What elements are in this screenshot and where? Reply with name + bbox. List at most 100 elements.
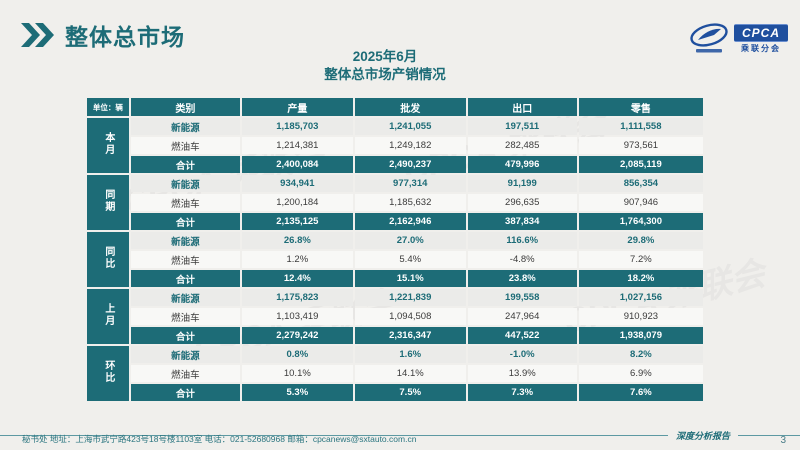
value-cell: 1,175,823 [241,289,353,306]
category-cell: 合计 [130,156,240,173]
table-row: 燃油车 1,103,419 1,094,508 247,964 910,923 [87,308,703,325]
value-cell: 973,561 [578,137,703,154]
value-cell: 7.6% [578,384,703,401]
value-cell: 5.3% [241,384,353,401]
value-cell: 934,941 [241,175,353,192]
group-label-current-month: 本月 [87,118,129,173]
value-cell: 5.4% [354,251,466,268]
value-cell: 1,221,839 [354,289,466,306]
value-cell: 247,964 [467,308,577,325]
category-cell: 新能源 [130,232,240,249]
table-row: 燃油车 1,200,184 1,185,632 296,635 907,946 [87,194,703,211]
value-cell: 7.2% [578,251,703,268]
value-cell: 1.2% [241,251,353,268]
cpca-logo-acronym: CPCA [733,24,788,42]
column-header-export: 出口 [467,98,577,116]
category-cell: 新能源 [130,346,240,363]
category-cell: 燃油车 [130,308,240,325]
value-cell: 6.9% [578,365,703,382]
value-cell: 29.8% [578,232,703,249]
footer-rule-line [0,435,668,436]
table-row: 燃油车 1.2% 5.4% -4.8% 7.2% [87,251,703,268]
value-cell: 2,490,237 [354,156,466,173]
unit-label: 单位：辆 [87,98,129,116]
category-cell: 合计 [130,384,240,401]
table-row: 合计 12.4% 15.1% 23.8% 18.2% [87,270,703,287]
category-cell: 新能源 [130,175,240,192]
value-cell: 13.9% [467,365,577,382]
value-cell: 7.3% [467,384,577,401]
value-cell: 2,135,125 [241,213,353,230]
value-cell: 447,522 [467,327,577,344]
value-cell: 296,635 [467,194,577,211]
table-row: 同期 新能源 934,941 977,314 91,199 856,354 [87,175,703,230]
value-cell: 12.4% [241,270,353,287]
category-cell: 新能源 [130,289,240,306]
value-cell: 1,185,703 [241,118,353,135]
cpca-logo-text: CPCA 乘联分会 [733,24,788,54]
value-cell: 1,027,156 [578,289,703,306]
value-cell: 18.2% [578,270,703,287]
column-header-production: 产量 [241,98,353,116]
table-row: 燃油车 10.1% 14.1% 13.9% 6.9% [87,365,703,382]
value-cell: 199,558 [467,289,577,306]
value-cell: 856,354 [578,175,703,192]
category-cell: 合计 [130,327,240,344]
category-cell: 燃油车 [130,251,240,268]
cpca-logo: CPCA 乘联分会 [688,22,788,56]
report-type-label: 深度分析报告 [675,431,730,441]
value-cell: 1,249,182 [354,137,466,154]
value-cell: 2,162,946 [354,213,466,230]
value-cell: 197,511 [467,118,577,135]
table-row: 本月 新能源 1,185,703 1,241,055 197,511 1,111… [87,118,703,173]
value-cell: 387,834 [467,213,577,230]
value-cell: 1,185,632 [354,194,466,211]
table-row: 合计 2,400,084 2,490,237 479,996 2,085,119 [87,156,703,173]
value-cell: 1.6% [354,346,466,363]
table-row: 合计 2,135,125 2,162,946 387,834 1,764,300 [87,213,703,230]
value-cell: 282,485 [467,137,577,154]
value-cell: 2,279,242 [241,327,353,344]
category-cell: 燃油车 [130,365,240,382]
cpca-logo-mark-icon [688,22,730,56]
table-row: 合计 2,279,242 2,316,347 447,522 1,938,079 [87,327,703,344]
column-header-category: 类别 [130,98,240,116]
value-cell: 1,103,419 [241,308,353,325]
group-label-mom: 环比 [87,346,129,401]
value-cell: 1,200,184 [241,194,353,211]
category-cell: 合计 [130,270,240,287]
column-header-wholesale: 批发 [354,98,466,116]
table-row: 上月 新能源 1,175,823 1,221,839 199,558 1,027… [87,289,703,344]
group-label-last-month: 上月 [87,289,129,344]
value-cell: 907,946 [578,194,703,211]
group-label-yoy: 同比 [87,232,129,287]
page-number: 3 [780,435,786,446]
value-cell: 8.2% [578,346,703,363]
category-cell: 合计 [130,213,240,230]
value-cell: 2,085,119 [578,156,703,173]
value-cell: 91,199 [467,175,577,192]
market-table: 单位：辆 类别 产量 批发 出口 零售 本月 新能源 1,185,703 1,2… [85,96,705,403]
category-cell: 燃油车 [130,137,240,154]
column-header-retail: 零售 [578,98,703,116]
value-cell: 1,938,079 [578,327,703,344]
value-cell: 1,764,300 [578,213,703,230]
table-header-row: 单位：辆 类别 产量 批发 出口 零售 [87,98,703,116]
table-row: 环比 新能源 0.8% 1.6% -1.0% 8.2% [87,346,703,401]
cpca-logo-subtext: 乘联分会 [740,44,781,53]
value-cell: -4.8% [467,251,577,268]
footer-rule: 深度分析报告 [0,429,800,442]
value-cell: 23.8% [467,270,577,287]
table-title: 2025年6月 整体总市场产销情况 [85,48,685,84]
double-chevron-icon [20,22,56,48]
value-cell: 1,111,558 [578,118,703,135]
value-cell: 2,400,084 [241,156,353,173]
footer-rule-line [738,435,800,436]
value-cell: 2,316,347 [354,327,466,344]
value-cell: 1,241,055 [354,118,466,135]
table-title-line1: 2025年6月 [352,49,418,64]
value-cell: 15.1% [354,270,466,287]
table-row: 合计 5.3% 7.5% 7.3% 7.6% [87,384,703,401]
value-cell: 14.1% [354,365,466,382]
value-cell: 0.8% [241,346,353,363]
